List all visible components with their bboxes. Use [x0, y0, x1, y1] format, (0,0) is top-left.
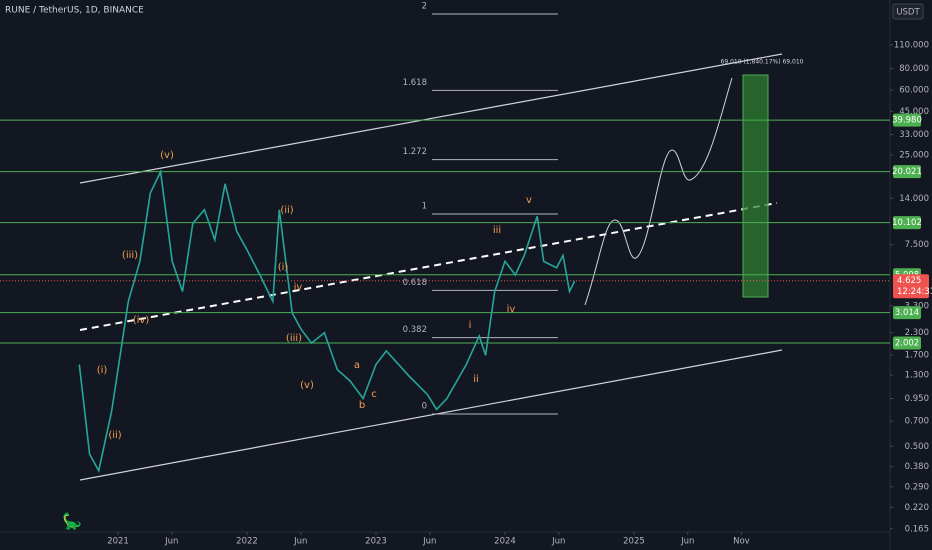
x-tick-label: Jun — [551, 537, 565, 547]
wave-label: b — [359, 400, 365, 411]
y-tick-label: 0.950 — [905, 394, 929, 404]
wave-label: a — [354, 360, 360, 371]
y-tick-label: 0.290 — [905, 482, 929, 492]
fib-label: 1.272 — [403, 147, 427, 157]
wave-label: (i) — [278, 262, 289, 273]
x-tick-label: Jun — [680, 537, 694, 547]
wave-label: (ii) — [108, 430, 121, 441]
level-label: 39.980 — [892, 116, 922, 126]
x-tick-label: 2021 — [107, 537, 129, 547]
countdown: 12:24:31 — [897, 287, 932, 297]
y-tick-label: 0.165 — [905, 524, 929, 534]
y-tick-label: 14.000 — [899, 194, 929, 204]
fib-label: 0 — [422, 402, 427, 412]
last-price-label: 4.625 — [897, 276, 921, 286]
wave-label: iv — [294, 282, 303, 293]
y-tick-label: 1.300 — [905, 371, 929, 381]
y-tick-label: 1.700 — [905, 351, 929, 361]
logo: 🦕 — [62, 512, 82, 531]
x-tick-label: Jun — [293, 537, 307, 547]
y-tick-label: 33.000 — [899, 130, 929, 140]
x-tick-label: 2025 — [623, 537, 645, 547]
wave-label: (ii) — [280, 205, 293, 216]
wave-label: (iii) — [286, 333, 302, 344]
fib-label: 1 — [422, 202, 427, 212]
chart-title: RUNE / TetherUS, 1D, BINANCE — [5, 6, 144, 16]
currency: USDT — [896, 8, 920, 18]
x-tick-label: Jun — [164, 537, 178, 547]
level-box — [893, 165, 921, 179]
y-tick-label: 80.000 — [899, 64, 929, 74]
level-label: 3.014 — [895, 308, 919, 318]
y-tick-label: 60.000 — [899, 85, 929, 95]
wave-label: (i) — [97, 365, 108, 376]
fib-label: 1.618 — [403, 78, 427, 88]
fib-label: 0.618 — [403, 278, 427, 288]
y-tick-label: 25.000 — [899, 151, 929, 161]
y-tick-label: 0.500 — [905, 442, 929, 452]
wave-label: c — [371, 389, 377, 400]
x-tick-label: 2023 — [365, 537, 387, 547]
x-tick-label: 2024 — [494, 537, 516, 547]
currency-box — [892, 3, 924, 20]
channel-lower — [79, 349, 783, 481]
fib-label: 2 — [422, 2, 427, 12]
y-tick-label: 45.000 — [899, 107, 929, 117]
level-label: 20.021 — [892, 167, 922, 177]
fib-label: 0.382 — [403, 325, 427, 335]
level-box — [893, 336, 921, 350]
wave-label: ii — [473, 374, 479, 385]
wave-label: i — [469, 320, 472, 331]
x-tick-label: Nov — [733, 537, 750, 547]
wave-label: iii — [493, 225, 501, 236]
channel-mid — [79, 202, 778, 331]
last-price-box — [893, 274, 929, 299]
target-box — [742, 74, 769, 298]
y-tick-label: 2.300 — [905, 328, 929, 338]
level-box — [893, 216, 921, 230]
y-tick-label: 0.700 — [905, 417, 929, 427]
y-tick-label: 0.380 — [905, 462, 929, 472]
channel-upper — [79, 53, 783, 184]
level-box — [893, 113, 921, 127]
y-tick-label: 110.000 — [894, 40, 929, 50]
projection-path — [584, 77, 733, 306]
target-annotation: 69.010 (1,840.17%) 69,010 — [721, 59, 804, 66]
wave-label: (iii) — [122, 250, 138, 261]
y-tick-label: 7.500 — [905, 240, 929, 250]
x-tick-label: Jun — [422, 537, 436, 547]
price-line — [78, 168, 576, 473]
wave-label: (iv) — [133, 315, 150, 326]
level-box — [893, 306, 921, 320]
wave-label: (v) — [160, 150, 174, 161]
wave-label: iv — [507, 304, 516, 315]
x-tick-label: 2022 — [236, 537, 258, 547]
wave-label: v — [526, 195, 532, 206]
wave-label: (v) — [300, 380, 314, 391]
y-tick-label: 0.220 — [905, 503, 929, 513]
level-label: 10.102 — [892, 218, 922, 228]
level-label: 2.002 — [895, 339, 919, 349]
